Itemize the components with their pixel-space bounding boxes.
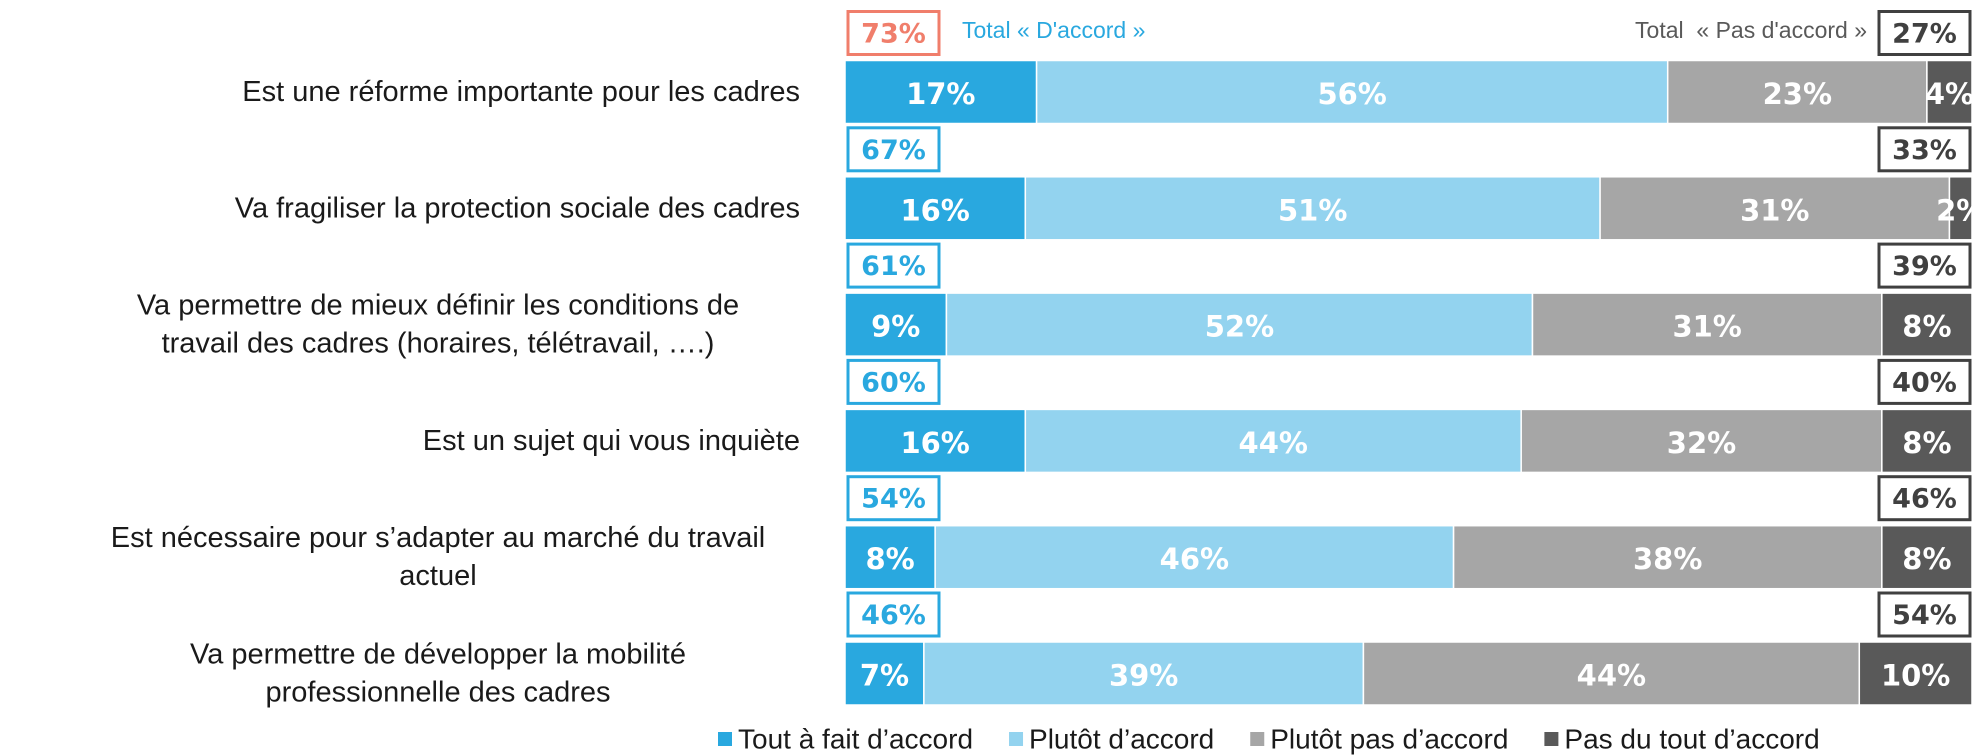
bar-value-label: 4% xyxy=(1925,77,1974,111)
bar-segment xyxy=(1881,408,1973,474)
total-box xyxy=(1877,242,1972,289)
total-box xyxy=(846,591,941,638)
bar-value-label: 32% xyxy=(1667,426,1736,460)
total-box xyxy=(846,475,941,522)
bar-segment xyxy=(844,292,948,357)
total-box xyxy=(1877,358,1972,405)
bar-segment xyxy=(1035,59,1669,125)
bar-value-label: 9% xyxy=(871,310,920,344)
bar-segment xyxy=(1599,176,1951,241)
legend-label: Tout à fait d’accord xyxy=(738,724,973,755)
bar-segment xyxy=(844,176,1027,241)
total-value-label: 60% xyxy=(861,367,926,398)
bar-value-label: 52% xyxy=(1205,310,1274,344)
bar-value-label: 8% xyxy=(1902,310,1951,344)
total-value-label: 33% xyxy=(1892,135,1957,166)
bar-value-label: 2% xyxy=(1936,193,1985,227)
category-label: Va permettre de développer la mobilité xyxy=(190,639,686,671)
bar-value-label: 8% xyxy=(1902,426,1951,460)
legend-label: Pas du tout d’accord xyxy=(1564,724,1819,755)
category-label: travail des cadres (horaires, télétravai… xyxy=(162,328,715,360)
bar-segment xyxy=(844,524,936,590)
total-value-label: 73% xyxy=(861,19,926,50)
total-disagree-heading: Total « Pas d'accord » xyxy=(1635,17,1867,43)
bar-segment xyxy=(1881,524,1973,590)
legend-swatch xyxy=(718,732,732,746)
bar-segment xyxy=(1948,176,1973,241)
category-label: Est une réforme importante pour les cadr… xyxy=(242,76,800,108)
bar-segment xyxy=(1452,524,1883,590)
bar-value-label: 7% xyxy=(860,659,909,693)
bar-value-label: 44% xyxy=(1577,659,1646,693)
total-value-label: 61% xyxy=(861,251,926,282)
bar-value-label: 16% xyxy=(900,426,969,460)
bar-segment xyxy=(1926,59,1973,125)
total-value-label: 27% xyxy=(1892,19,1957,50)
total-box xyxy=(1877,126,1972,173)
bar-segment xyxy=(934,524,1455,590)
total-value-label: 46% xyxy=(861,600,926,631)
bar-value-label: 8% xyxy=(865,542,914,576)
total-box xyxy=(846,126,941,173)
bar-segment xyxy=(1666,59,1928,125)
bar-segment xyxy=(844,59,1038,125)
bar-value-label: 31% xyxy=(1672,310,1741,344)
bar-value-label: 51% xyxy=(1278,193,1347,227)
bar-value-label: 10% xyxy=(1881,659,1950,693)
category-label: Va fragiliser la protection sociale des … xyxy=(235,192,800,224)
legend-label: Plutôt pas d’accord xyxy=(1270,724,1508,755)
bar-value-label: 17% xyxy=(906,77,975,111)
bar-segment xyxy=(1520,408,1883,474)
category-label: Est un sujet qui vous inquiète xyxy=(423,425,800,457)
bar-segment xyxy=(1024,408,1522,474)
category-label: Va permettre de mieux définir les condit… xyxy=(137,290,739,322)
bar-segment xyxy=(1858,641,1973,706)
total-box xyxy=(846,10,941,56)
total-box xyxy=(1877,10,1972,56)
bar-value-label: 38% xyxy=(1633,542,1702,576)
category-label: actuel xyxy=(399,560,476,592)
bar-value-label: 39% xyxy=(1109,659,1178,693)
bar-value-label: 31% xyxy=(1740,193,1809,227)
category-label: Est nécessaire pour s’adapter au marché … xyxy=(111,522,765,554)
legend-swatch xyxy=(1250,732,1265,746)
total-value-label: 39% xyxy=(1892,251,1957,282)
legend-swatch xyxy=(1009,732,1024,746)
total-agree-heading: Total « D'accord » xyxy=(962,17,1145,43)
bar-segment xyxy=(923,641,1365,706)
bar-value-label: 56% xyxy=(1317,77,1386,111)
total-box xyxy=(1877,475,1972,522)
bar-value-label: 8% xyxy=(1902,542,1951,576)
bar-segment xyxy=(844,641,925,706)
bar-segment xyxy=(1881,292,1973,357)
bar-value-label: 16% xyxy=(900,193,969,227)
bar-value-label: 23% xyxy=(1763,77,1832,111)
total-box xyxy=(846,242,941,289)
category-label: professionnelle des cadres xyxy=(266,677,611,709)
total-box xyxy=(1877,591,1972,638)
bar-value-label: 46% xyxy=(1160,542,1229,576)
bar-segment xyxy=(1531,292,1883,357)
total-value-label: 46% xyxy=(1892,484,1957,515)
total-value-label: 40% xyxy=(1892,367,1957,398)
bar-segment xyxy=(1024,176,1601,241)
total-box xyxy=(846,358,941,405)
bar-value-label: 44% xyxy=(1239,426,1308,460)
legend-swatch xyxy=(1544,732,1559,746)
total-value-label: 67% xyxy=(861,135,926,166)
bar-segment xyxy=(844,408,1027,474)
total-value-label: 54% xyxy=(861,484,926,515)
bar-segment xyxy=(945,292,1534,357)
legend-label: Plutôt d’accord xyxy=(1029,724,1214,755)
total-value-label: 54% xyxy=(1892,600,1957,631)
